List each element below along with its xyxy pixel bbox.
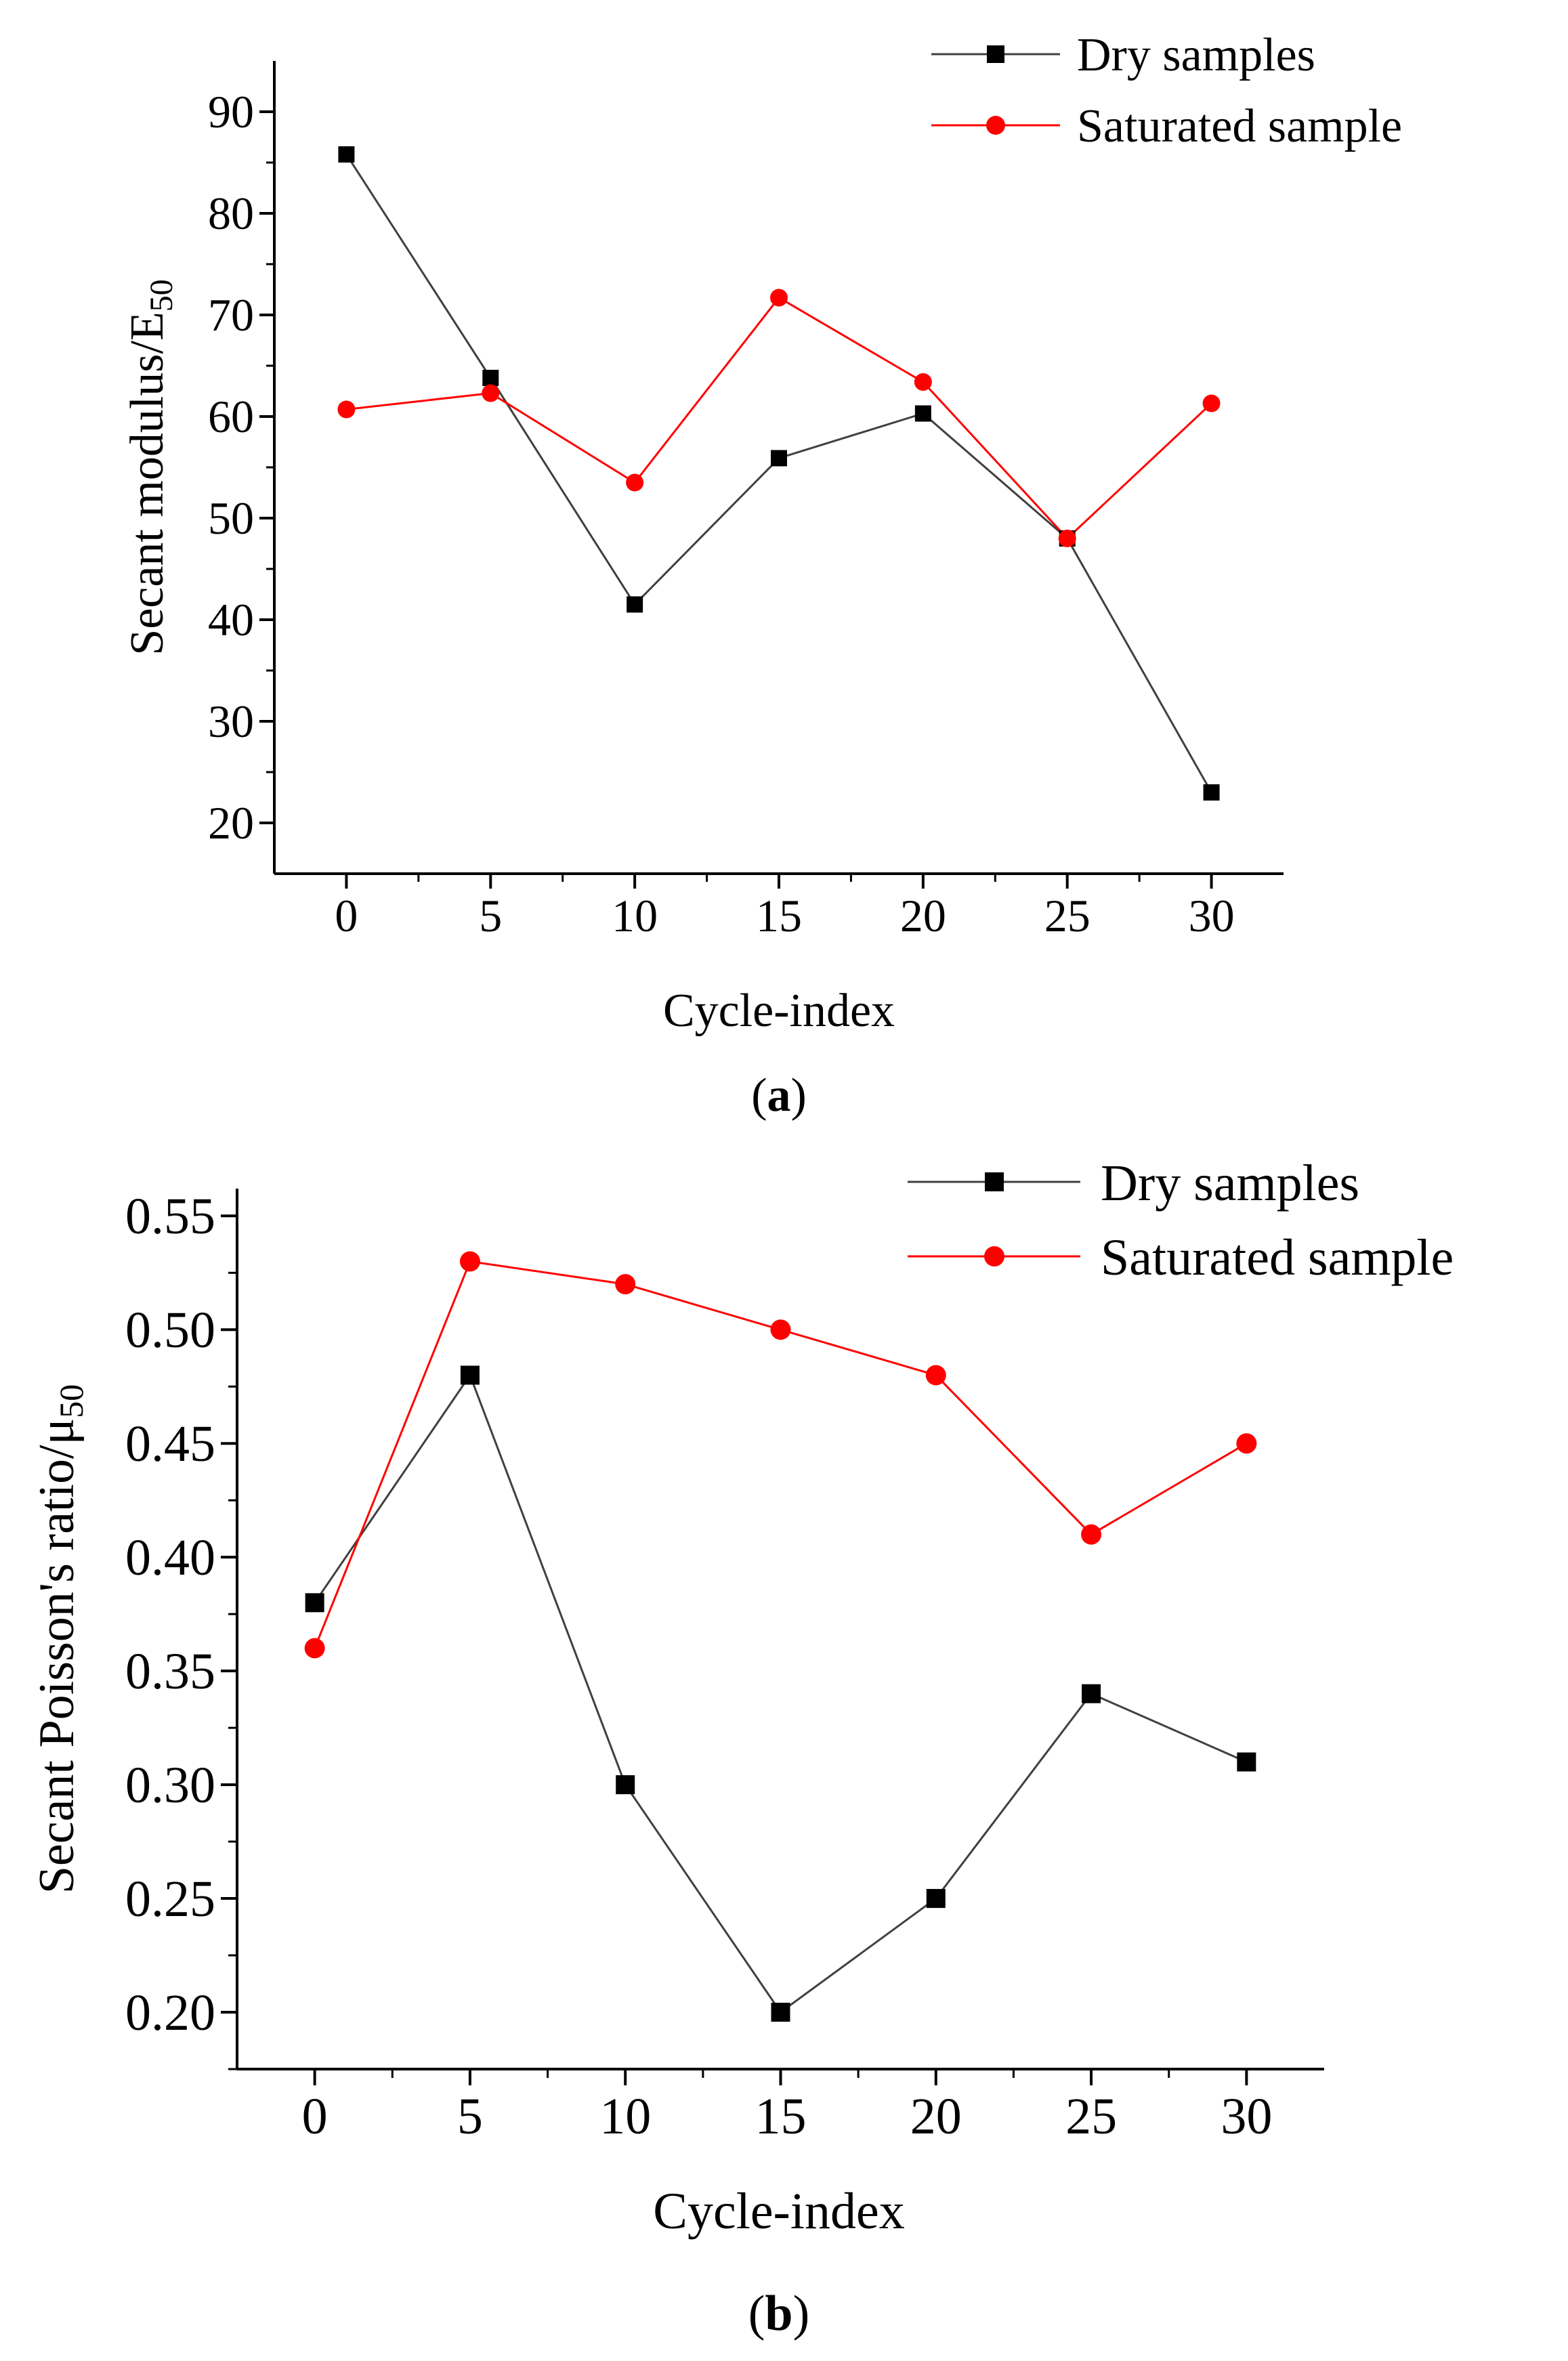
- y-tick-label-b: 0.20: [125, 1984, 215, 2041]
- point-dry-b: [460, 1365, 480, 1385]
- legend-marker-sat-a: [986, 116, 1005, 135]
- point-dry-b: [1082, 1684, 1101, 1703]
- point-saturated-a: [482, 384, 500, 402]
- y-axis-label-main-a: Secant modulus/E: [121, 312, 173, 655]
- point-dry-a: [1203, 784, 1220, 801]
- x-tick-label-b: 10: [599, 2088, 651, 2145]
- point-dry-a: [627, 596, 643, 613]
- point-dry-b: [305, 1593, 324, 1613]
- point-dry-a: [338, 146, 355, 163]
- point-saturated-b: [1081, 1524, 1102, 1545]
- x-ticks-b: 0 5 10 15 20 25 30: [302, 2069, 1272, 2145]
- series-markers-b: [304, 1251, 1257, 2022]
- point-dry-b: [616, 1775, 635, 1795]
- y-tick-label-a: 60: [208, 391, 254, 442]
- y-tick-label-a: 30: [208, 696, 254, 747]
- y-tick-label-a: 20: [208, 797, 254, 849]
- point-dry-a: [482, 370, 499, 386]
- y-tick-label-a: 50: [208, 492, 254, 544]
- point-saturated-a: [770, 289, 788, 307]
- x-tick-label-b: 0: [302, 2088, 328, 2145]
- point-saturated-a: [1058, 530, 1076, 547]
- x-tick-label-b: 15: [755, 2088, 807, 2145]
- legend-a: Dry samples Saturated sample: [931, 29, 1402, 152]
- y-ticks-a: 20 30 40 50 60 70 80 90: [208, 86, 274, 849]
- x-tick-label-a: 0: [335, 890, 358, 941]
- chart-a: 20 30 40 50 60 70 80 90 0 5 10 15 20 25 30 Cycle-inde…: [121, 29, 1402, 1122]
- point-saturated-a: [626, 473, 644, 492]
- legend-marker-dry-a: [987, 45, 1004, 63]
- point-saturated-a: [914, 373, 932, 391]
- caption-a: (a): [751, 1069, 807, 1122]
- y-tick-label-b: 0.50: [125, 1302, 215, 1359]
- point-dry-a: [771, 450, 787, 467]
- y-axis-label-sub-a: 50: [144, 279, 179, 312]
- y-tick-label-b: 0.45: [125, 1416, 215, 1472]
- point-saturated-b: [770, 1319, 791, 1340]
- y-axis-label-a: Secant modulus/E50: [121, 279, 179, 655]
- x-tick-label-a: 15: [756, 890, 802, 941]
- point-saturated-a: [337, 400, 356, 419]
- legend-label-sat-a: Saturated sample: [1077, 100, 1402, 152]
- legend-marker-dry-b: [985, 1172, 1004, 1191]
- series-line-dry-a: [345, 154, 1212, 793]
- series-lines-a: [345, 154, 1212, 793]
- legend-label-sat-b: Saturated sample: [1101, 1229, 1454, 1286]
- x-tick-label-a: 5: [479, 890, 502, 941]
- point-saturated-b: [925, 1365, 946, 1386]
- point-dry-b: [926, 1889, 946, 1909]
- point-saturated-b: [459, 1251, 480, 1272]
- y-ticks-b: 0.20 0.25 0.30 0.35 0.40 0.45 0.50 0.55: [125, 1188, 237, 2070]
- x-ticks-a: 0 5 10 15 20 25 30: [335, 874, 1235, 941]
- point-dry-b: [1237, 1752, 1256, 1772]
- series-markers-a: [337, 146, 1221, 801]
- series-line-saturated-a: [346, 296, 1212, 540]
- legend-marker-sat-b: [984, 1246, 1004, 1267]
- y-tick-label-b: 0.40: [125, 1529, 215, 1586]
- y-axis-label-main-b: Secant Poisson's ratio/μ: [29, 1418, 85, 1894]
- point-dry-b: [771, 2003, 790, 2022]
- point-dry-a: [914, 405, 931, 422]
- x-tick-label-a: 10: [612, 890, 658, 941]
- y-tick-label-a: 90: [208, 86, 254, 137]
- plot-area-a: [274, 61, 1284, 874]
- y-tick-label-b: 0.25: [125, 1871, 215, 1928]
- x-tick-label-b: 5: [457, 2088, 483, 2145]
- y-tick-label-a: 80: [208, 188, 254, 239]
- point-saturated-b: [1236, 1433, 1257, 1454]
- x-tick-label-a: 25: [1044, 890, 1090, 941]
- x-tick-label-b: 25: [1065, 2088, 1117, 2145]
- series-line-dry-b: [314, 1373, 1247, 2014]
- point-saturated-a: [1202, 394, 1221, 412]
- y-axis-label-b: Secant Poisson's ratio/μ50: [29, 1384, 90, 1894]
- series-lines-b: [314, 1260, 1248, 2014]
- point-saturated-b: [615, 1274, 636, 1295]
- x-axis-label-a: Cycle-index: [663, 985, 895, 1037]
- point-saturated-b: [304, 1638, 325, 1659]
- y-tick-label-a: 70: [208, 289, 254, 341]
- caption-b: (b): [748, 2286, 809, 2341]
- chart-b: 0.20 0.25 0.30 0.35 0.40 0.45 0.50 0.55 0 5 10 15 2…: [29, 1155, 1454, 2341]
- x-tick-label-a: 30: [1189, 890, 1235, 941]
- y-tick-label-b: 0.35: [125, 1643, 215, 1700]
- y-axis-label-sub-b: 50: [52, 1384, 90, 1418]
- legend-b: Dry samples Saturated sample: [908, 1155, 1454, 1286]
- series-line-saturated-b: [314, 1260, 1248, 1649]
- x-tick-label-b: 30: [1221, 2088, 1272, 2145]
- x-tick-label-a: 20: [900, 890, 946, 941]
- legend-label-dry-b: Dry samples: [1101, 1155, 1359, 1212]
- x-tick-label-b: 20: [910, 2088, 962, 2145]
- legend-label-dry-a: Dry samples: [1077, 29, 1315, 81]
- y-tick-label-b: 0.55: [125, 1188, 215, 1245]
- y-tick-label-b: 0.30: [125, 1757, 215, 1814]
- x-axis-label-b: Cycle-index: [653, 2183, 904, 2240]
- y-tick-label-a: 40: [208, 594, 254, 645]
